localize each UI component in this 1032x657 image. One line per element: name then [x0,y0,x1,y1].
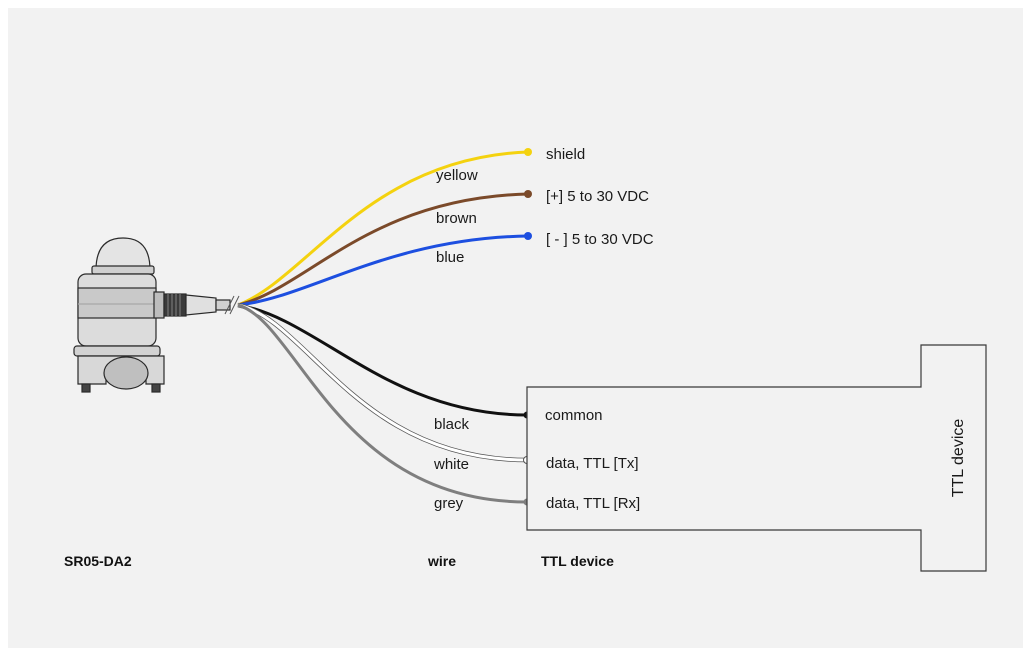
terminal-dot-brown [524,190,532,198]
terminal-labels: shield [+] 5 to 30 VDC [ - ] 5 to 30 VDC co… [545,146,654,512]
terminal-label-blue: [ - ] 5 to 30 VDC [546,231,654,248]
caption-sensor: SR05-DA2 [64,553,132,569]
wire-blue [237,234,529,307]
terminal-label-white: data, TTL [Tx] [546,455,639,472]
ttl-device-outline [526,344,987,572]
terminal-dot-yellow [524,148,532,156]
terminal-label-black: common [545,407,603,424]
terminal-label-grey: data, TTL [Rx] [546,495,640,512]
terminal-label-brown: [+] 5 to 30 VDC [546,188,649,205]
sensor-drawing [73,237,231,393]
wire-yellow [237,150,529,307]
wire-label-black: black [434,416,470,433]
wire-label-grey: grey [434,495,464,512]
wire-brown [237,192,529,307]
wire-label-white: white [433,456,469,473]
ttl-device-title: TTL device [950,419,967,498]
terminal-dot-blue [524,232,532,240]
wire-label-brown: brown [436,210,477,227]
caption-device: TTL device [541,553,614,569]
caption-wire: wire [427,553,456,569]
wire-labels: yellow brown blue black white grey [433,167,478,512]
wire-grey [237,303,528,504]
wire-black [237,303,528,417]
wire-label-yellow: yellow [436,167,478,184]
cable-break-mark [224,295,240,315]
wire-label-blue: blue [436,249,464,266]
wire-white [237,303,528,462]
diagram-panel: TTL device yellow brown blue black white grey… [8,8,1023,648]
terminal-label-yellow: shield [546,146,585,163]
wires [237,148,532,506]
wiring-diagram: TTL device yellow brown blue black white grey… [64,146,987,572]
